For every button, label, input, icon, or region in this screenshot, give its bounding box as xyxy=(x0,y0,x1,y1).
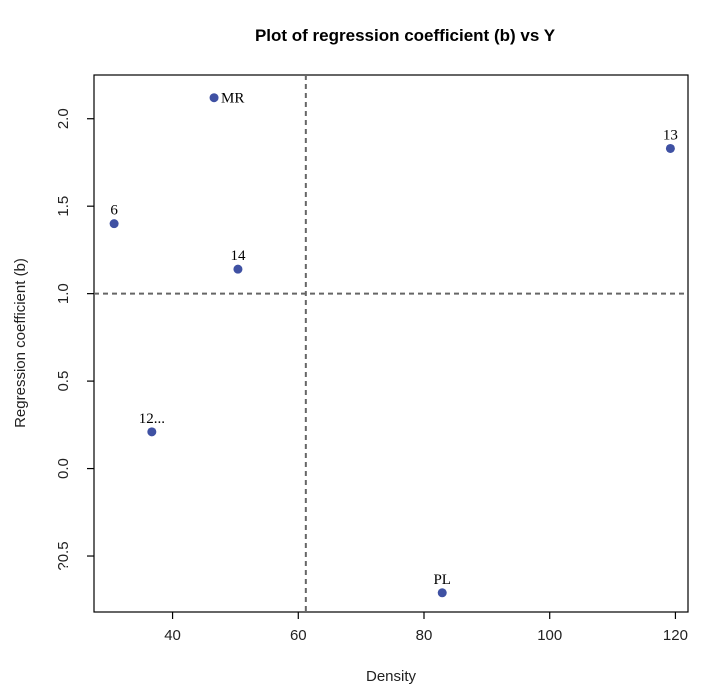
data-point-label-4: 12... xyxy=(139,411,165,427)
y-tick-label-1: 1.5 xyxy=(55,196,72,217)
reference-lines xyxy=(94,75,688,612)
y-tick-label-0: 2.0 xyxy=(55,108,72,129)
data-point-1 xyxy=(665,143,675,153)
data-point-5 xyxy=(437,588,447,598)
x-axis-label: Density xyxy=(366,668,417,685)
data-point-label-5: PL xyxy=(433,572,451,588)
data-point-label-3: 14 xyxy=(230,248,246,264)
y-tick-label-4: 0.0 xyxy=(55,458,72,479)
data-point-label-0: MR xyxy=(221,91,244,107)
data-point-2 xyxy=(109,219,119,229)
chart-title: Plot of regression coefficient (b) vs Y xyxy=(255,26,556,45)
data-point-label-1: 13 xyxy=(663,127,678,143)
x-tick-label-4: 120 xyxy=(663,627,688,644)
x-tick-label-0: 40 xyxy=(164,627,181,644)
x-axis: 40 60 80 100 120 xyxy=(164,612,688,644)
data-points: MR 13 6 14 12... PL xyxy=(109,91,678,598)
y-tick-label-5: ?0.5 xyxy=(55,541,72,570)
data-point-4 xyxy=(147,427,157,437)
x-tick-label-2: 80 xyxy=(416,627,433,644)
data-point-3 xyxy=(233,264,243,274)
data-point-0 xyxy=(209,93,219,103)
plot-frame xyxy=(93,74,689,613)
y-tick-label-3: 0.5 xyxy=(55,371,72,392)
y-axis-label: Regression coefficient (b) xyxy=(12,258,29,428)
x-tick-label-1: 60 xyxy=(290,627,307,644)
y-tick-label-2: 1.0 xyxy=(55,283,72,304)
x-tick-label-3: 100 xyxy=(537,627,562,644)
data-point-label-2: 6 xyxy=(110,203,118,219)
y-axis: 2.0 1.5 1.0 0.5 0.0 ?0.5 xyxy=(55,108,94,571)
